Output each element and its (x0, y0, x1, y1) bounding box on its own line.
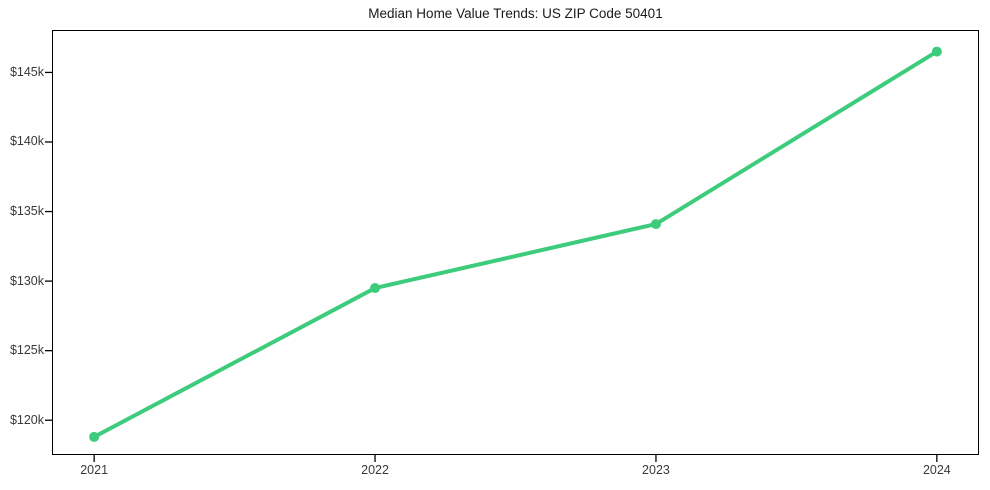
data-point-marker-2023 (650, 219, 661, 230)
chart-title: Median Home Value Trends: US ZIP Code 50… (368, 6, 663, 21)
y-tick-label: $135k (9, 204, 44, 219)
data-point-marker-2022 (370, 283, 381, 294)
y-tick-label: $145k (9, 64, 44, 79)
x-tick-label: 2022 (361, 463, 389, 477)
trend-line (92, 49, 939, 439)
x-tick-label: 2021 (80, 463, 109, 477)
data-point-marker-2024 (931, 46, 942, 57)
x-tick-label: 2024 (922, 463, 951, 477)
data-point-marker-2021 (89, 431, 100, 442)
y-tick-label: $130k (9, 273, 44, 288)
plot-area (52, 30, 979, 455)
y-tick-label: $125k (9, 343, 44, 358)
y-tick-label: $140k (9, 134, 44, 149)
y-tick-label: $120k (9, 412, 44, 427)
x-tick-label: 2023 (642, 463, 670, 477)
